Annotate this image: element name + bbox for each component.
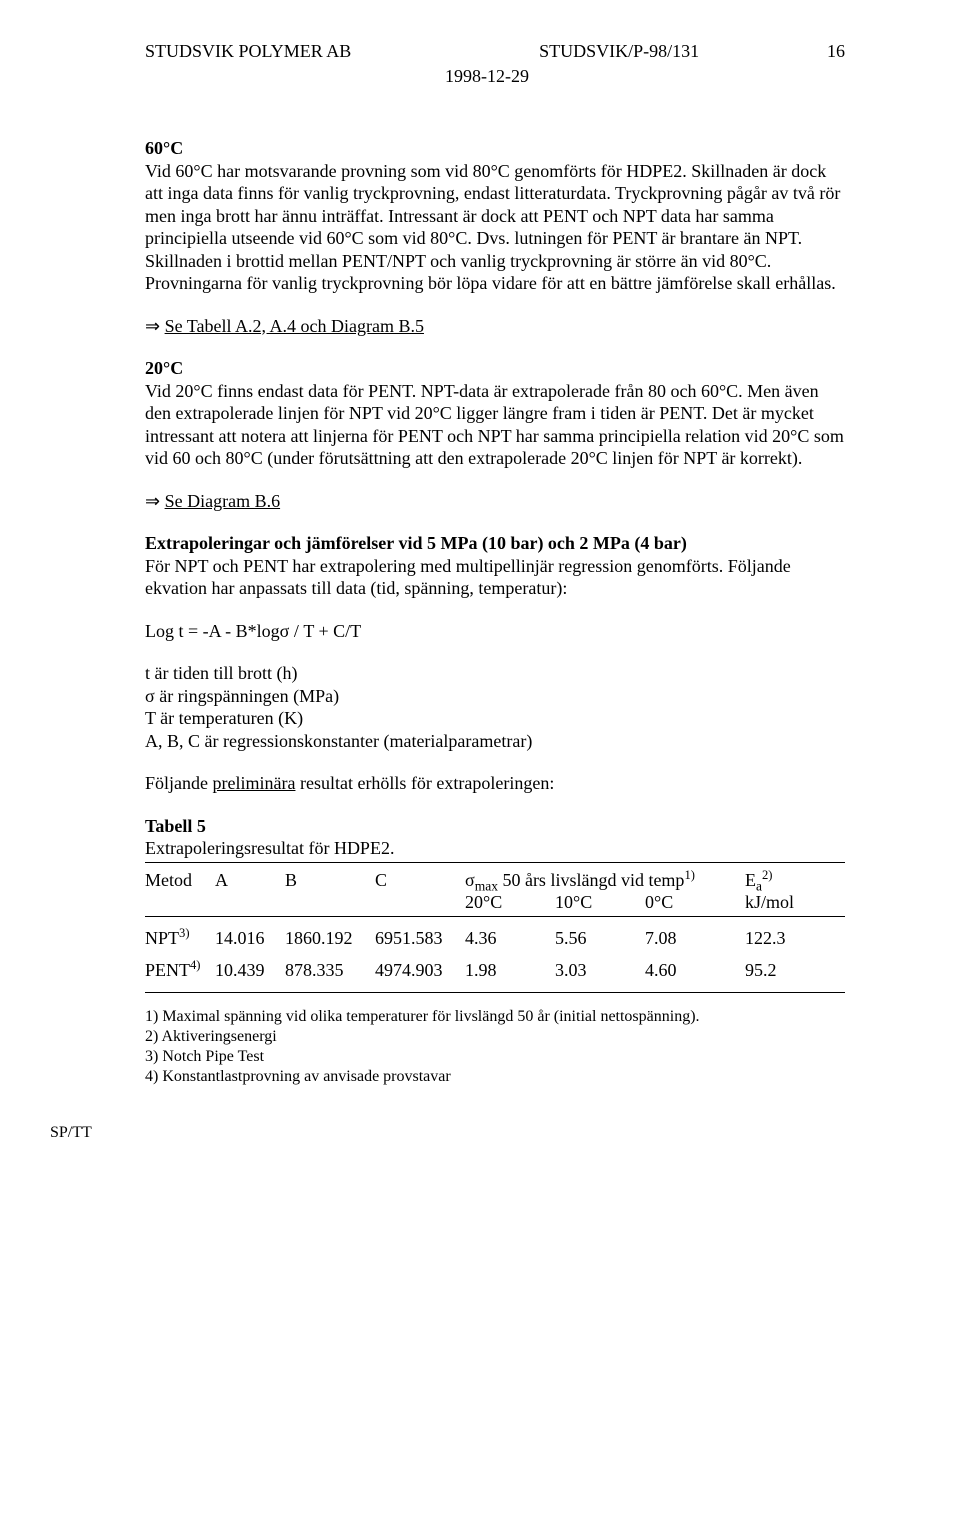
col-sigmamax: σmax 50 års livslängd vid temp1) — [465, 869, 745, 892]
footnote-1: 1) Maximal spänning vid olika temperatur… — [145, 1008, 700, 1025]
cell-metod: PENT4) — [145, 959, 215, 982]
cell-20c: 4.36 — [465, 927, 555, 950]
table5-caption: Extrapoleringsresultat för HDPE2. — [145, 838, 394, 858]
table-row: PENT4) 10.439 878.335 4974.903 1.98 3.03… — [145, 959, 845, 982]
metod-pre: PENT — [145, 960, 190, 980]
definitions: t är tiden till brott (h) σ är ringspänn… — [145, 662, 845, 752]
section-20c-body: Vid 20°C finns endast data för PENT. NPT… — [145, 381, 844, 469]
cell-0c: 7.08 — [645, 927, 745, 950]
col-c: C — [375, 869, 465, 892]
metod-sup: 3) — [179, 926, 190, 940]
header-company: STUDSVIK POLYMER AB — [145, 40, 351, 63]
prelim-post: resultat erhölls för extrapoleringen: — [295, 773, 554, 793]
def-abc: A, B, C är regressionskonstanter (materi… — [145, 731, 532, 751]
cell-20c: 1.98 — [465, 959, 555, 982]
cell-0c: 4.60 — [645, 959, 745, 982]
col-a: A — [215, 869, 285, 892]
sigmamax-pre: σ — [465, 870, 475, 890]
table5-footnotes: 1) Maximal spänning vid olika temperatur… — [145, 1007, 845, 1087]
footnote-3: 3) Notch Pipe Test — [145, 1048, 264, 1065]
cell-10c: 3.03 — [555, 959, 645, 982]
table5-title: Tabell 5 — [145, 816, 206, 836]
table5-header-row2: 20°C 10°C 0°C kJ/mol — [145, 891, 845, 914]
col-kj: kJ/mol — [745, 891, 805, 914]
section-extrapolation-title: Extrapoleringar och jämförelser vid 5 MP… — [145, 533, 687, 553]
see-ref-1: ⇒ Se Tabell A.2, A.4 och Diagram B.5 — [145, 315, 845, 338]
sigmamax-post: 50 års livslängd vid temp — [498, 870, 684, 890]
cell-a: 10.439 — [215, 959, 285, 982]
cell-c: 4974.903 — [375, 959, 465, 982]
see-ref-2: ⇒ Se Diagram B.6 — [145, 490, 845, 513]
cell-b: 878.335 — [285, 959, 375, 982]
prelim-under: preliminära — [213, 773, 296, 793]
table5-divider-top — [145, 862, 845, 863]
col-ea: Ea2) — [745, 869, 805, 892]
cell-c: 6951.583 — [375, 927, 465, 950]
table5-divider-mid — [145, 916, 845, 917]
header-date: 1998-12-29 — [445, 65, 845, 88]
prelim-line: Följande preliminära resultat erhölls fö… — [145, 772, 845, 795]
see-ref-1-label: Se Tabell A.2, A.4 och Diagram B.5 — [165, 316, 424, 336]
cell-ea: 95.2 — [745, 959, 805, 982]
col-10c: 10°C — [555, 891, 645, 914]
metod-sup: 4) — [190, 958, 201, 972]
col-b: B — [285, 869, 375, 892]
footnote-4: 4) Konstantlastprovning av anvisade prov… — [145, 1068, 451, 1085]
header-page: 16 — [827, 40, 845, 63]
table5-header-row1: Metod A B C σmax 50 års livslängd vid te… — [145, 869, 845, 892]
col-spacer — [145, 891, 465, 914]
page-footer: SP/TT — [50, 1123, 845, 1143]
cell-10c: 5.56 — [555, 927, 645, 950]
equation: Log t = -A - B*logσ / T + C/T — [145, 620, 845, 643]
header-docnum: STUDSVIK/P-98/131 — [539, 40, 699, 63]
cell-ea: 122.3 — [745, 927, 805, 950]
table-row: NPT3) 14.016 1860.192 6951.583 4.36 5.56… — [145, 927, 845, 950]
metod-pre: NPT — [145, 928, 179, 948]
def-t: t är tiden till brott (h) — [145, 663, 297, 683]
page-header: STUDSVIK POLYMER AB STUDSVIK/P-98/131 16 — [145, 40, 845, 63]
col-0c: 0°C — [645, 891, 745, 914]
section-extrapolation: Extrapoleringar och jämförelser vid 5 MP… — [145, 532, 845, 600]
ea-pre: E — [745, 870, 756, 890]
cell-b: 1860.192 — [285, 927, 375, 950]
section-60c-title: 60°C — [145, 138, 183, 158]
def-sigma: σ är ringspänningen (MPa) — [145, 686, 339, 706]
def-temp: T är temperaturen (K) — [145, 708, 303, 728]
see-ref-2-label: Se Diagram B.6 — [165, 491, 280, 511]
section-20c: 20°C Vid 20°C finns endast data för PENT… — [145, 357, 845, 470]
cell-metod: NPT3) — [145, 927, 215, 950]
prelim-pre: Följande — [145, 773, 213, 793]
sigmamax-sup: 1) — [684, 868, 695, 882]
table5-divider-bottom — [145, 992, 845, 993]
ea-sup: 2) — [762, 868, 773, 882]
cell-a: 14.016 — [215, 927, 285, 950]
section-20c-title: 20°C — [145, 358, 183, 378]
footnote-2: 2) Aktiveringsenergi — [145, 1028, 277, 1045]
section-extrapolation-body: För NPT och PENT har extrapolering med m… — [145, 556, 791, 599]
col-metod: Metod — [145, 869, 215, 892]
section-60c: 60°C Vid 60°C har motsvarande provning s… — [145, 137, 845, 295]
section-60c-body: Vid 60°C har motsvarande provning som vi… — [145, 161, 840, 294]
col-20c: 20°C — [465, 891, 555, 914]
table5: Metod A B C σmax 50 års livslängd vid te… — [145, 862, 845, 993]
table5-heading: Tabell 5 Extrapoleringsresultat för HDPE… — [145, 815, 845, 860]
